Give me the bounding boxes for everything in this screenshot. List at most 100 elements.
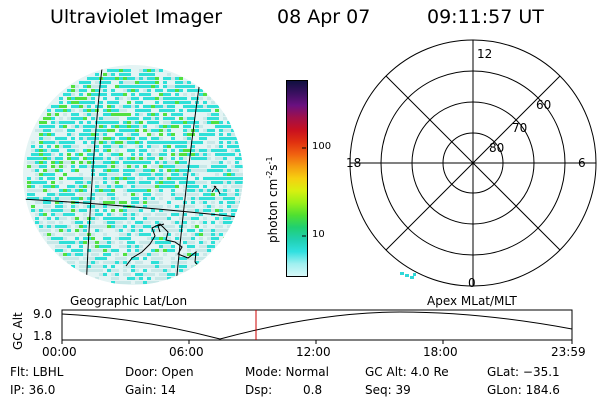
geo-pixel [87, 125, 91, 128]
geo-pixel [215, 177, 219, 180]
geo-pixel [199, 93, 203, 96]
geo-pixel [163, 249, 167, 252]
geo-pixel [99, 245, 103, 248]
geo-pixel [123, 257, 127, 260]
geo-pixel [51, 113, 55, 116]
geo-pixel [107, 169, 111, 172]
geo-pixel [111, 217, 115, 220]
geo-pixel [35, 221, 39, 224]
geo-pixel [167, 105, 171, 108]
geo-pixel [139, 73, 143, 76]
geo-pixel [107, 213, 111, 216]
geo-pixel [191, 89, 195, 92]
geo-pixel [99, 133, 103, 136]
geo-pixel [107, 73, 111, 76]
geo-pixel [167, 229, 171, 232]
geo-pixel [35, 209, 39, 212]
geo-pixel [151, 253, 155, 256]
geo-pixel [143, 233, 147, 236]
geo-pixel [71, 105, 75, 108]
geo-pixel [215, 121, 219, 124]
geo-pixel [211, 181, 215, 184]
geo-pixel [83, 165, 87, 168]
geo-pixel [139, 177, 143, 180]
geo-pixel [119, 109, 123, 112]
geo-pixel [167, 177, 171, 180]
geo-pixel [51, 133, 55, 136]
geo-pixel [235, 177, 239, 180]
geo-pixel [59, 237, 63, 240]
geo-pixel [171, 261, 175, 264]
geo-pixel [83, 229, 87, 232]
info-ip: IP: 36.0 [10, 383, 56, 397]
geo-pixel [195, 209, 199, 212]
geo-pixel [91, 213, 95, 216]
geo-pixel [155, 225, 159, 228]
geo-pixel [47, 237, 51, 240]
geo-pixel [51, 225, 55, 228]
geo-pixel [67, 153, 71, 156]
geo-pixel [51, 117, 55, 120]
geo-pixel [59, 153, 63, 156]
geo-pixel [219, 121, 223, 124]
geo-pixel [223, 185, 227, 188]
geo-pixel [155, 81, 159, 84]
geo-pixel [227, 169, 231, 172]
geo-pixel [39, 201, 43, 204]
geo-pixel [211, 197, 215, 200]
geo-pixel [79, 121, 83, 124]
geo-pixel [123, 137, 127, 140]
geo-pixel [219, 213, 223, 216]
geo-pixel [63, 245, 67, 248]
geo-pixel [155, 277, 159, 280]
geo-pixel [187, 105, 191, 108]
geo-pixel [111, 177, 115, 180]
geo-pixel [163, 225, 167, 228]
geo-pixel [143, 257, 147, 260]
geo-pixel [95, 141, 99, 144]
geo-pixel [187, 153, 191, 156]
geo-pixel [179, 181, 183, 184]
geo-pixel [107, 193, 111, 196]
geo-pixel [155, 77, 159, 80]
info-glon: GLon: 184.6 [487, 383, 560, 397]
geo-pixel [63, 173, 67, 176]
geo-pixel [43, 121, 47, 124]
geo-pixel [143, 85, 147, 88]
geo-pixel [187, 229, 191, 232]
geo-pixel [199, 141, 203, 144]
geo-pixel [171, 249, 175, 252]
geo-pixel [63, 109, 67, 112]
geo-pixel [155, 189, 159, 192]
geo-pixel [111, 213, 115, 216]
geo-pixel [139, 233, 143, 236]
geo-pixel [107, 217, 111, 220]
geo-pixel [119, 73, 123, 76]
geo-pixel [135, 265, 139, 268]
geo-pixel [159, 69, 163, 72]
geo-pixel [211, 233, 215, 236]
geo-pixel [207, 141, 211, 144]
geo-pixel [183, 125, 187, 128]
geo-pixel [99, 117, 103, 120]
geo-pixel [123, 69, 127, 72]
geo-pixel [163, 97, 167, 100]
geo-pixel [67, 257, 71, 260]
geo-pixel [103, 249, 107, 252]
geo-pixel [99, 229, 103, 232]
geo-pixel [39, 121, 43, 124]
geo-pixel [159, 125, 163, 128]
geo-pixel [195, 197, 199, 200]
geo-pixel [131, 81, 135, 84]
geo-pixel [211, 193, 215, 196]
geo-pixel-field [27, 69, 243, 284]
geo-pixel [91, 241, 95, 244]
geo-pixel [59, 125, 63, 128]
geo-pixel [43, 117, 47, 120]
geo-pixel [143, 73, 147, 76]
geo-pixel [99, 173, 103, 176]
geo-pixel [147, 197, 151, 200]
geo-pixel [227, 137, 231, 140]
geo-pixel [167, 233, 171, 236]
geo-pixel [207, 249, 211, 252]
